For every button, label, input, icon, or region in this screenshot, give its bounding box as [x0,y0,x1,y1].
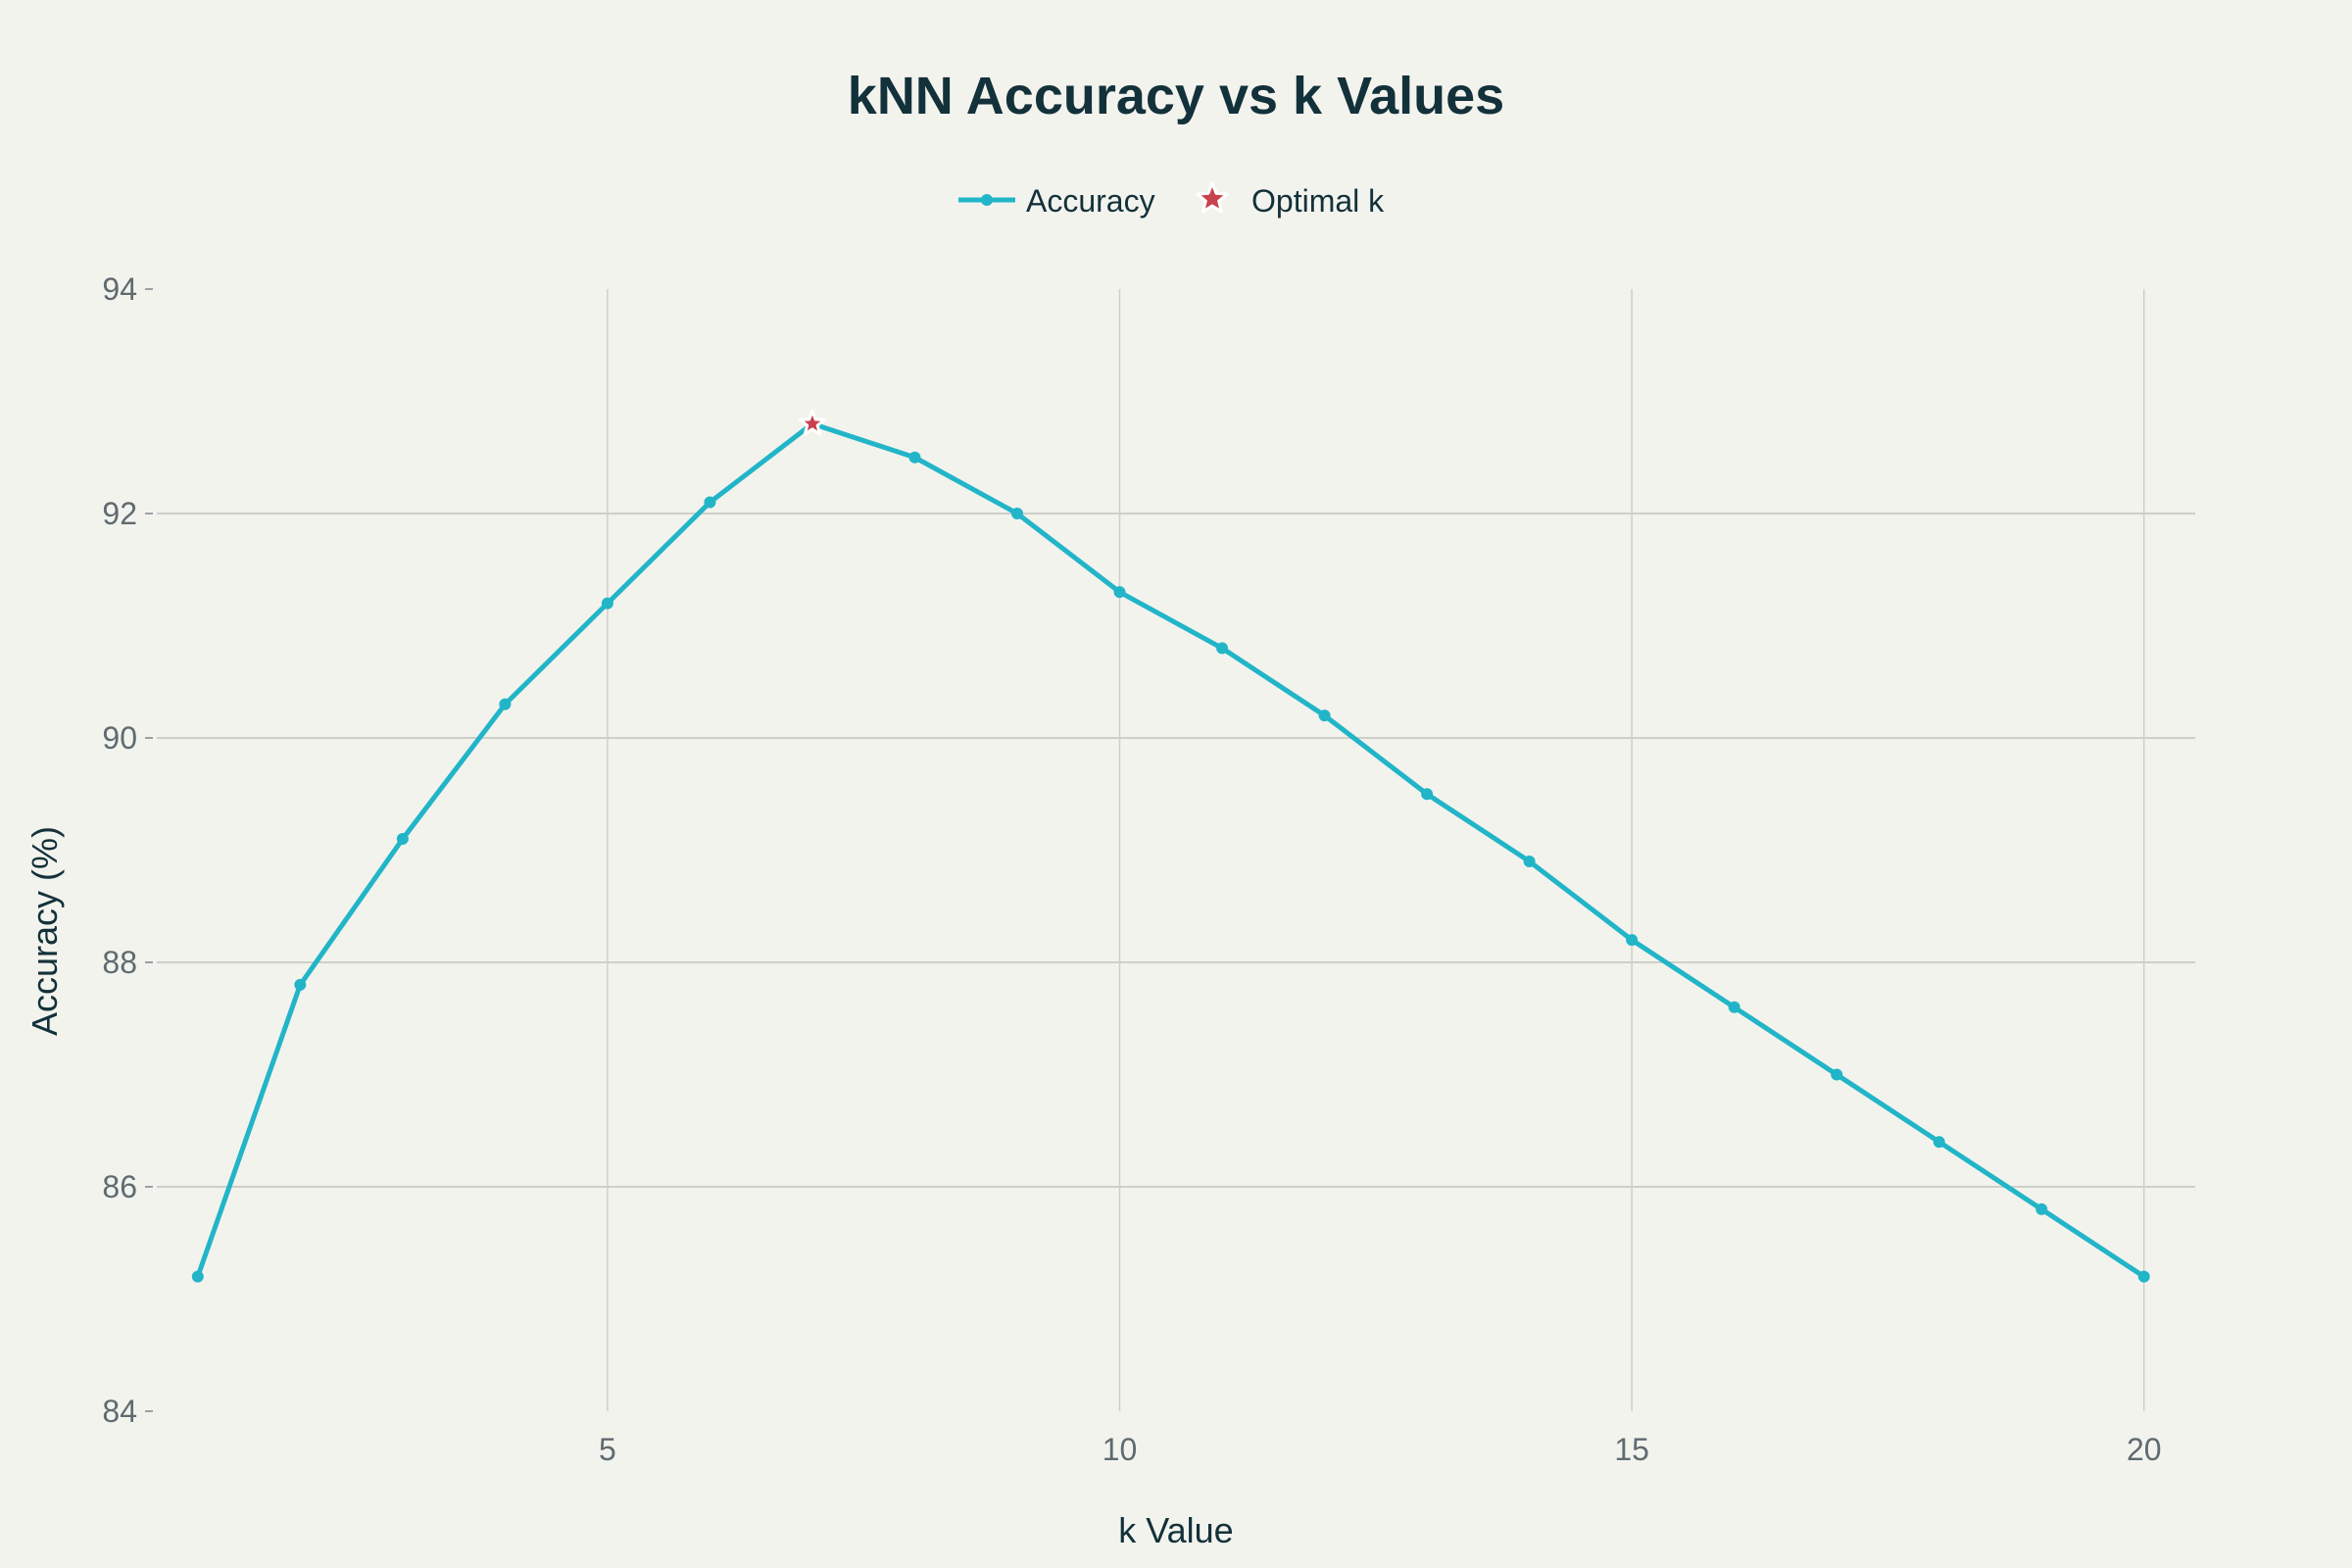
x-tick-label: 10 [1102,1432,1138,1467]
legend-item-optimal-k[interactable]: Optimal k [1196,181,1385,219]
data-point[interactable] [1318,710,1331,722]
data-point[interactable] [1216,642,1229,655]
data-point[interactable] [294,978,307,991]
data-point[interactable] [1626,934,1639,947]
legend-label-accuracy: Accuracy [1026,183,1155,219]
data-point[interactable] [1523,855,1536,867]
tick-labels: 84 86 88 90 92 94 5 10 15 20 [102,271,2161,1467]
data-point[interactable] [2035,1202,2048,1215]
x-tick-label: 15 [1614,1432,1649,1467]
optimal-k-marker[interactable] [799,409,826,436]
data-point[interactable] [601,597,613,610]
legend-label-optimal-k: Optimal k [1251,183,1385,219]
data-point[interactable] [1421,788,1434,801]
star-icon [1196,181,1229,214]
legend-item-accuracy[interactable]: Accuracy [958,183,1155,219]
x-tick-label: 5 [599,1432,616,1467]
x-tick-label: 20 [2127,1432,2162,1467]
data-point[interactable] [191,1270,204,1283]
data-point[interactable] [1728,1001,1740,1013]
series-line-accuracy [195,420,2147,1280]
series-layer [191,417,2150,1283]
data-point[interactable] [1933,1136,1945,1149]
legend-dot-icon [981,194,993,206]
data-point[interactable] [499,698,512,710]
grid-layer [145,288,2195,1412]
marker-layer [799,409,826,436]
data-point[interactable] [1010,508,1023,519]
y-tick-label: 92 [102,496,137,531]
data-point[interactable] [908,451,921,464]
data-point[interactable] [1113,586,1126,599]
data-point[interactable] [2137,1270,2150,1283]
y-tick-label: 86 [102,1169,137,1204]
y-axis-label: Accuracy (%) [24,826,65,1036]
data-point[interactable] [396,833,409,846]
data-point[interactable] [704,496,716,509]
y-tick-label: 88 [102,945,137,980]
chart-title: kNN Accuracy vs k Values [848,67,1504,125]
x-axis-label: k Value [1118,1510,1233,1550]
data-point[interactable] [1831,1068,1843,1081]
legend: Accuracy Optimal k [958,181,1385,219]
y-tick-label: 94 [102,271,137,307]
y-tick-label: 84 [102,1394,137,1429]
y-tick-label: 90 [102,720,137,756]
